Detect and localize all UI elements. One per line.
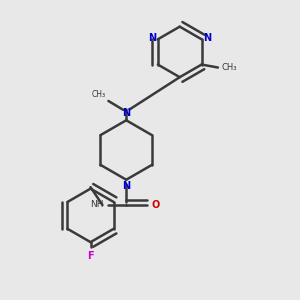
Text: CH₃: CH₃ (92, 90, 106, 99)
Text: CH₃: CH₃ (222, 63, 237, 72)
Text: F: F (87, 251, 94, 261)
Text: NH: NH (90, 200, 104, 209)
Text: N: N (148, 33, 156, 43)
Text: N: N (203, 33, 211, 43)
Text: N: N (122, 108, 130, 118)
Text: N: N (122, 181, 130, 191)
Text: O: O (152, 200, 160, 210)
